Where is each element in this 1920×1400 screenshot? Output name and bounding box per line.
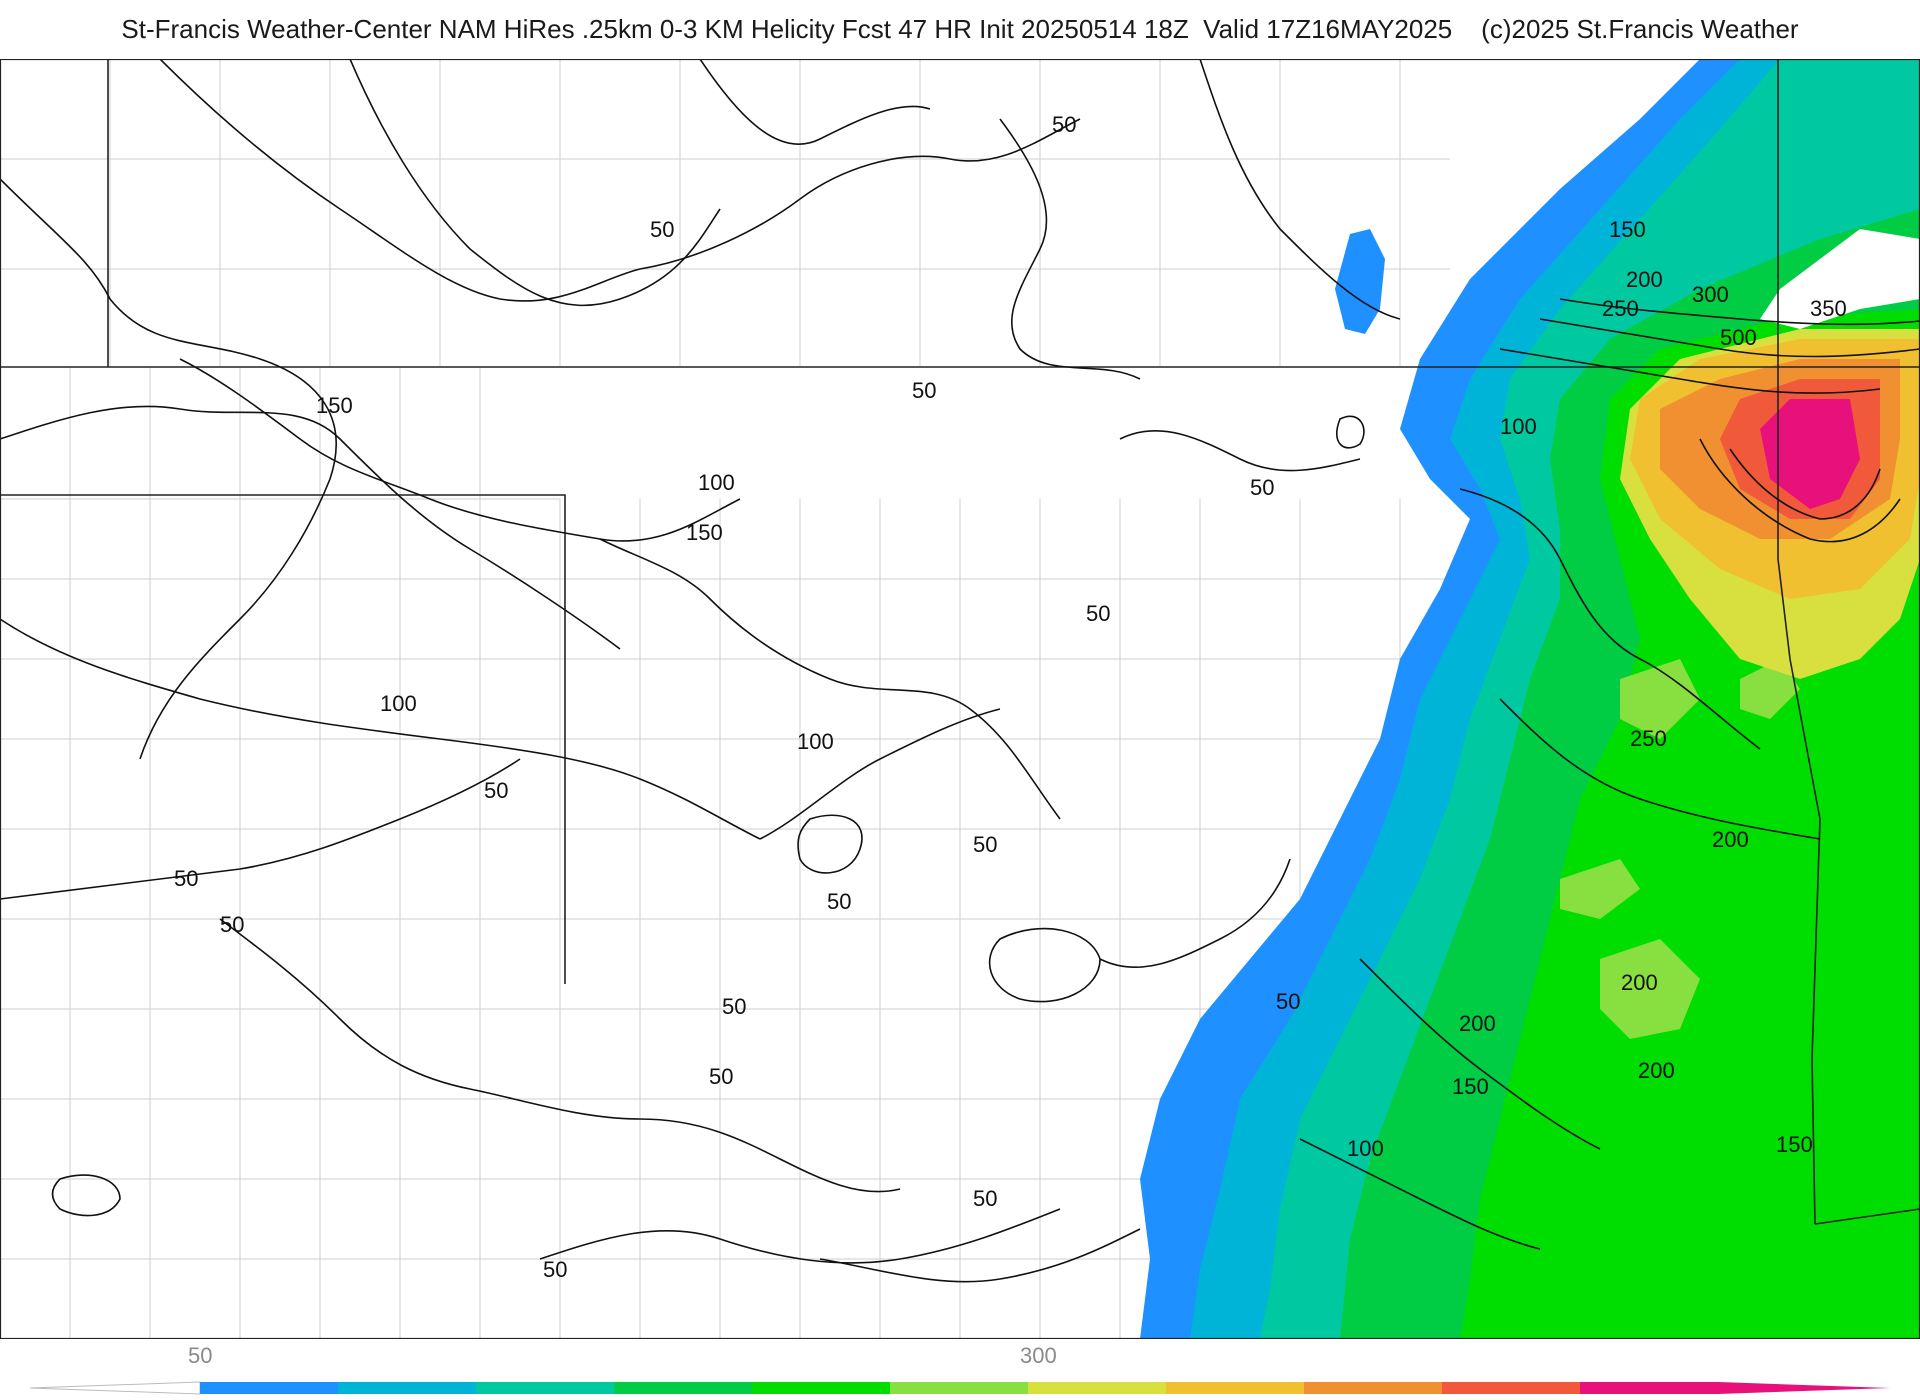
helicity-fill-blob bbox=[1335, 229, 1385, 334]
colorbar-segment bbox=[1166, 1382, 1305, 1394]
contour-label: 50 bbox=[709, 1064, 733, 1089]
helicity-fill-275 bbox=[1560, 659, 1800, 1039]
colorbar-segment bbox=[1304, 1382, 1443, 1394]
contour-label: 150 bbox=[1452, 1074, 1489, 1099]
contour-label: 100 bbox=[698, 470, 735, 495]
contour-label: 150 bbox=[1776, 1132, 1813, 1157]
contour-label: 50 bbox=[1052, 112, 1076, 137]
colorbar bbox=[29, 1381, 1890, 1395]
county-borders bbox=[0, 59, 1900, 1339]
contour-label: 150 bbox=[1609, 217, 1646, 242]
contour-label: 200 bbox=[1459, 1011, 1496, 1036]
contour-label: 200 bbox=[1626, 267, 1663, 292]
contour-label: 50 bbox=[1250, 475, 1274, 500]
contour-label: 250 bbox=[1630, 726, 1667, 751]
contour-label: 200 bbox=[1621, 970, 1658, 995]
contour-label: 50 bbox=[912, 378, 936, 403]
helicity-map: 50 50 150 50 100 150 50 50 100 50 100 50… bbox=[0, 59, 1920, 1339]
colorbar-tick-label: 300 bbox=[1020, 1343, 1057, 1368]
contour-label: 200 bbox=[1638, 1058, 1675, 1083]
contour-label: 50 bbox=[1086, 601, 1110, 626]
colorbar-tick-label: 50 bbox=[188, 1343, 213, 1368]
colorbar-segment bbox=[890, 1382, 1029, 1394]
contour-label: 50 bbox=[1276, 989, 1300, 1014]
contour-label: 50 bbox=[973, 832, 997, 857]
colorbar-segment bbox=[614, 1382, 753, 1394]
contour-label: 50 bbox=[174, 866, 198, 891]
state-borders bbox=[0, 59, 1920, 1225]
contour-label: 200 bbox=[1712, 827, 1749, 852]
contour-label: 50 bbox=[973, 1186, 997, 1211]
contour-label: 350 bbox=[1810, 296, 1847, 321]
colorbar-segments bbox=[200, 1382, 1719, 1394]
map-title: St-Francis Weather-Center NAM HiRes .25k… bbox=[121, 14, 1799, 44]
contour-label: 150 bbox=[316, 393, 353, 418]
contour-label: 250 bbox=[1602, 296, 1639, 321]
contour-label: 50 bbox=[484, 778, 508, 803]
contour-label: 50 bbox=[722, 994, 746, 1019]
colorbar-right-cap bbox=[1718, 1382, 1890, 1394]
contour-label: 500 bbox=[1720, 325, 1757, 350]
colorbar-segment bbox=[476, 1382, 615, 1394]
contour-label: 150 bbox=[686, 520, 723, 545]
contour-label: 50 bbox=[650, 217, 674, 242]
colorbar-segment bbox=[752, 1382, 891, 1394]
contour-label: 300 bbox=[1692, 282, 1729, 307]
helicity-fill-500 bbox=[1760, 399, 1860, 509]
contour-label: 100 bbox=[1347, 1136, 1384, 1161]
contour-label: 50 bbox=[543, 1257, 567, 1282]
contour-label: 50 bbox=[220, 912, 244, 937]
helicity-fill-low-pocket bbox=[1760, 229, 1920, 329]
contour-lines bbox=[0, 59, 1920, 1283]
colorbar-segment bbox=[338, 1382, 477, 1394]
contour-label-group: 50 50 150 50 100 150 50 50 100 50 100 50… bbox=[174, 112, 1847, 1282]
colorbar-segment bbox=[200, 1382, 339, 1394]
colorbar-left-cap bbox=[29, 1381, 201, 1395]
colorbar-segment bbox=[1580, 1382, 1719, 1394]
colorbar-segment bbox=[1028, 1382, 1167, 1394]
contour-label: 50 bbox=[827, 889, 851, 914]
contour-label: 100 bbox=[1500, 414, 1537, 439]
contour-label: 100 bbox=[380, 691, 417, 716]
contour-label: 100 bbox=[797, 729, 834, 754]
colorbar-segment bbox=[1442, 1382, 1581, 1394]
